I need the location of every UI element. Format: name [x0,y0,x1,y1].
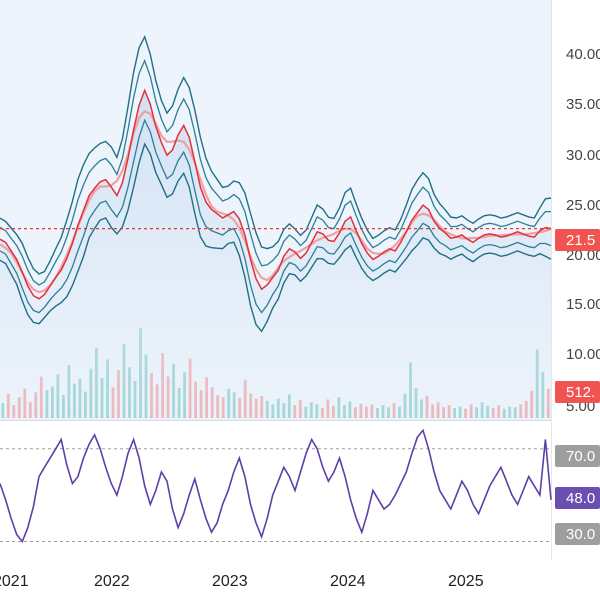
current-price-badge: 21.5 [555,229,600,251]
price-line [0,88,552,300]
rsi-upper-label: 70.0 [566,448,595,465]
time-tick-label: 2025 [448,573,484,590]
rsi-lower-label: 30.0 [566,526,595,543]
price-tick-label: 40.00 [566,46,600,63]
time-tick-label: 2022 [94,573,130,590]
lower-band [0,118,552,314]
rsi-upper-badge-bg [555,445,600,467]
time-tick-label: 2023 [212,573,248,590]
rsi-line [0,428,552,544]
outer-upper-band [0,34,552,275]
rsi-pane-background [0,421,551,560]
price-tick-label: 10.00 [566,346,600,363]
price-tick-label: 35.00 [566,96,600,113]
rsi-current-badge-bg [555,487,600,509]
volume-badge-bg [555,381,600,403]
price-tick-label: 30.00 [566,147,600,164]
outer-lower-band [0,142,552,333]
price-series [0,34,552,421]
price-tick-label: 20.00 [566,247,600,264]
current-price-label: 21.5 [566,232,595,249]
volume-label: 512. [566,384,595,401]
price-axis: 40.00 35.00 30.00 25.00 20.00 15.00 10.0… [566,46,600,415]
upper-band [0,58,551,286]
volume-badge: 512. [555,381,600,403]
price-tick-label: 15.00 [566,296,600,313]
current-price-badge-bg [555,229,600,251]
rsi-lower-badge-bg [555,523,600,545]
time-tick-label: 2024 [330,573,366,590]
moving-average-line [0,109,552,294]
time-tick-label: 2021 [0,573,29,590]
rsi-axis: 70.0 48.0 30.0 [555,445,600,545]
price-area [0,90,551,421]
rsi-panel [0,428,552,544]
rsi-current-label: 48.0 [566,490,595,507]
time-axis: 2021 2022 2023 2024 2025 [0,573,484,590]
price-tick-label: 25.00 [566,197,600,214]
